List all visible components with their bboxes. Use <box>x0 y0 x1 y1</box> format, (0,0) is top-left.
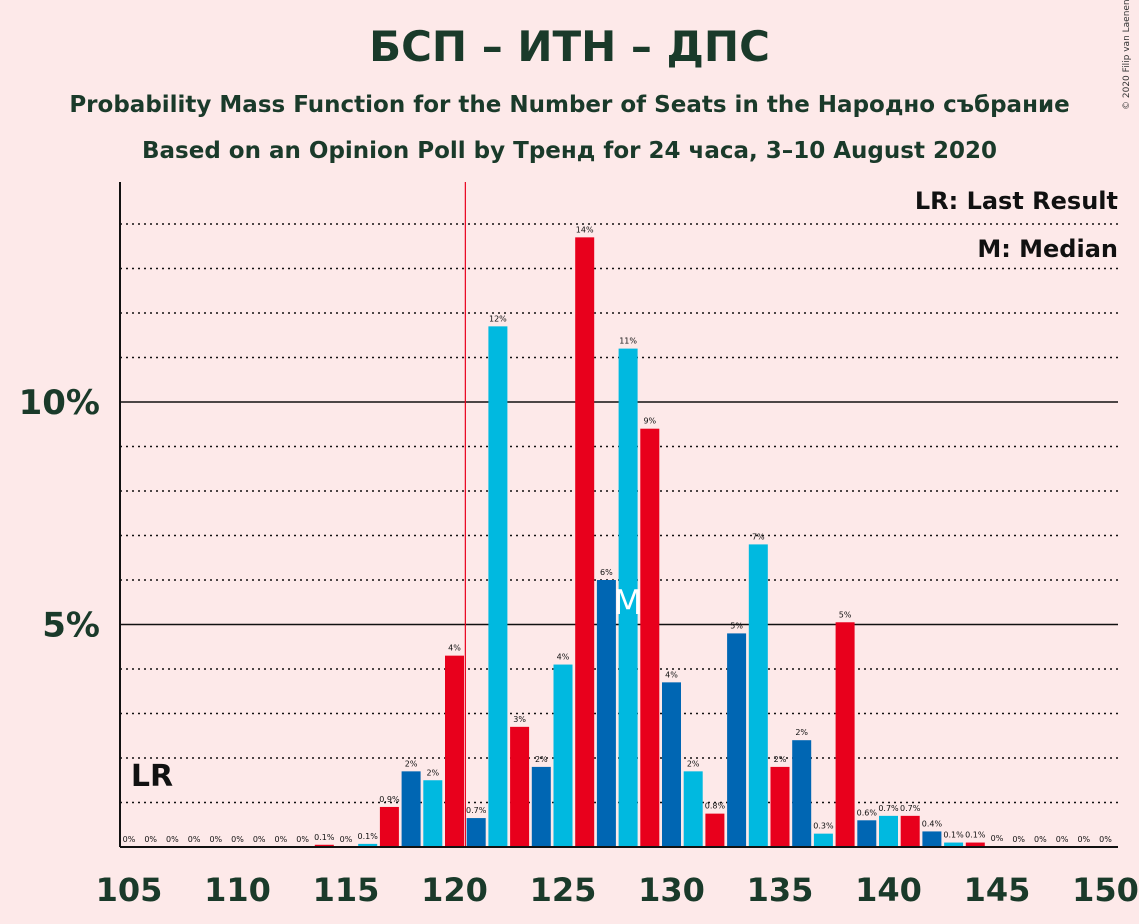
bar-117 <box>379 806 399 847</box>
bar-label-124: 2% <box>535 755 548 764</box>
bar-label-107: 0% <box>166 835 179 844</box>
bar-133 <box>727 633 747 847</box>
bar-label-131: 2% <box>687 759 700 768</box>
bar-119 <box>423 780 443 847</box>
bar-label-113: 0% <box>296 835 309 844</box>
bar-135 <box>770 766 790 847</box>
bar-label-108: 0% <box>188 835 201 844</box>
chart-subtitle-poll: Based on an Opinion Poll by Тренд for 24… <box>142 138 997 164</box>
x-tick-label: 120 <box>421 871 488 909</box>
bar-label-134: 7% <box>752 532 765 541</box>
axes: 5% 10% 105 110 115 120 125 130 135 140 145 150 <box>19 182 1139 909</box>
x-tick-label: 130 <box>638 871 705 909</box>
bar-label-122: 12% <box>489 314 507 323</box>
bar-141 <box>900 815 920 847</box>
bar-label-111: 0% <box>253 835 266 844</box>
bar-132 <box>705 813 725 847</box>
bar-131 <box>683 771 703 847</box>
bar-139 <box>857 820 877 847</box>
bar-122 <box>488 326 508 848</box>
bar-label-105: 0% <box>123 835 136 844</box>
bar-label-148: 0% <box>1056 835 1069 844</box>
x-tick-label: 115 <box>313 871 380 909</box>
bar-label-133: 5% <box>730 621 743 630</box>
bar-label-143: 0.1% <box>943 831 964 840</box>
bar-label-142: 0.4% <box>922 819 943 828</box>
bar-label-146: 0% <box>1012 835 1025 844</box>
y-tick-label: 5% <box>42 606 100 646</box>
last-result-label: LR <box>131 759 173 794</box>
bars <box>314 237 1007 848</box>
bar-134 <box>748 544 768 847</box>
x-tick-label: 110 <box>204 871 271 909</box>
bar-label-132: 0.8% <box>705 802 726 811</box>
x-tick-label: 145 <box>964 871 1031 909</box>
bar-labels: 0% 0% 0% 0% 0% 0% 0% 0% 0% 0.1% 0% 0.1% 0.9% 2% 2% 4% 0.… <box>123 225 1113 844</box>
legend-median: M: Median <box>977 235 1118 263</box>
bar-label-138: 5% <box>839 610 852 619</box>
bar-label-149: 0% <box>1077 835 1090 844</box>
y-tick-label: 10% <box>19 383 100 423</box>
bar-128 <box>618 348 638 847</box>
chart-title: БСП – ИТН – ДПС <box>369 22 770 71</box>
bar-label-139: 0.6% <box>857 808 878 817</box>
bar-label-136: 2% <box>795 728 808 737</box>
chart-subtitle: Probability Mass Function for the Number… <box>69 92 1070 118</box>
bar-label-119: 2% <box>426 768 439 777</box>
bar-114 <box>314 844 334 847</box>
bar-label-118: 2% <box>405 759 418 768</box>
bar-label-114: 0.1% <box>314 833 335 842</box>
bar-label-144: 0.1% <box>965 831 986 840</box>
bar-140 <box>879 815 898 847</box>
bar-label-127: 6% <box>600 568 613 577</box>
bar-129 <box>640 428 660 847</box>
bar-143 <box>944 842 964 847</box>
bar-136 <box>792 740 812 847</box>
bar-142 <box>922 831 942 847</box>
bar-label-140: 0.7% <box>878 804 899 813</box>
bar-label-123: 3% <box>513 715 526 724</box>
bar-label-137: 0.3% <box>813 822 834 831</box>
bar-138 <box>835 622 855 847</box>
median-marker: M <box>613 583 642 623</box>
x-tick-label: 135 <box>747 871 814 909</box>
bar-126 <box>575 237 595 848</box>
bar-label-128: 11% <box>619 337 637 346</box>
bar-label-145: 0% <box>991 834 1004 843</box>
bar-123 <box>510 726 530 847</box>
legend-last-result: LR: Last Result <box>915 187 1118 215</box>
bar-label-141: 0.7% <box>900 804 921 813</box>
bar-label-112: 0% <box>275 835 288 844</box>
bar-label-115: 0% <box>340 835 353 844</box>
bar-label-116: 0.1% <box>358 832 379 841</box>
bar-label-150: 0% <box>1099 835 1112 844</box>
bar-125 <box>553 664 573 847</box>
bar-label-130: 4% <box>665 670 678 679</box>
bar-124 <box>531 766 551 847</box>
bar-label-126: 14% <box>576 225 594 234</box>
bar-120 <box>445 655 464 847</box>
bar-116 <box>358 843 378 847</box>
bar-label-110: 0% <box>231 835 244 844</box>
bar-127 <box>596 580 616 847</box>
bar-118 <box>401 771 421 847</box>
bar-label-106: 0% <box>144 835 157 844</box>
x-tick-label: 105 <box>96 871 163 909</box>
x-tick-label: 125 <box>530 871 597 909</box>
bar-label-125: 4% <box>557 653 570 662</box>
bar-label-129: 9% <box>643 417 656 426</box>
bar-label-121: 0.7% <box>466 806 487 815</box>
bar-label-135: 2% <box>774 755 787 764</box>
bar-label-117: 0.9% <box>379 795 400 804</box>
bar-label-147: 0% <box>1034 835 1047 844</box>
x-tick-label: 150 <box>1072 871 1139 909</box>
bar-label-109: 0% <box>209 835 222 844</box>
bar-121 <box>466 818 486 847</box>
bar-137 <box>813 833 833 847</box>
bar-144 <box>965 842 985 847</box>
bar-130 <box>662 682 681 847</box>
x-tick-label: 140 <box>855 871 922 909</box>
bar-label-120: 4% <box>448 644 461 653</box>
